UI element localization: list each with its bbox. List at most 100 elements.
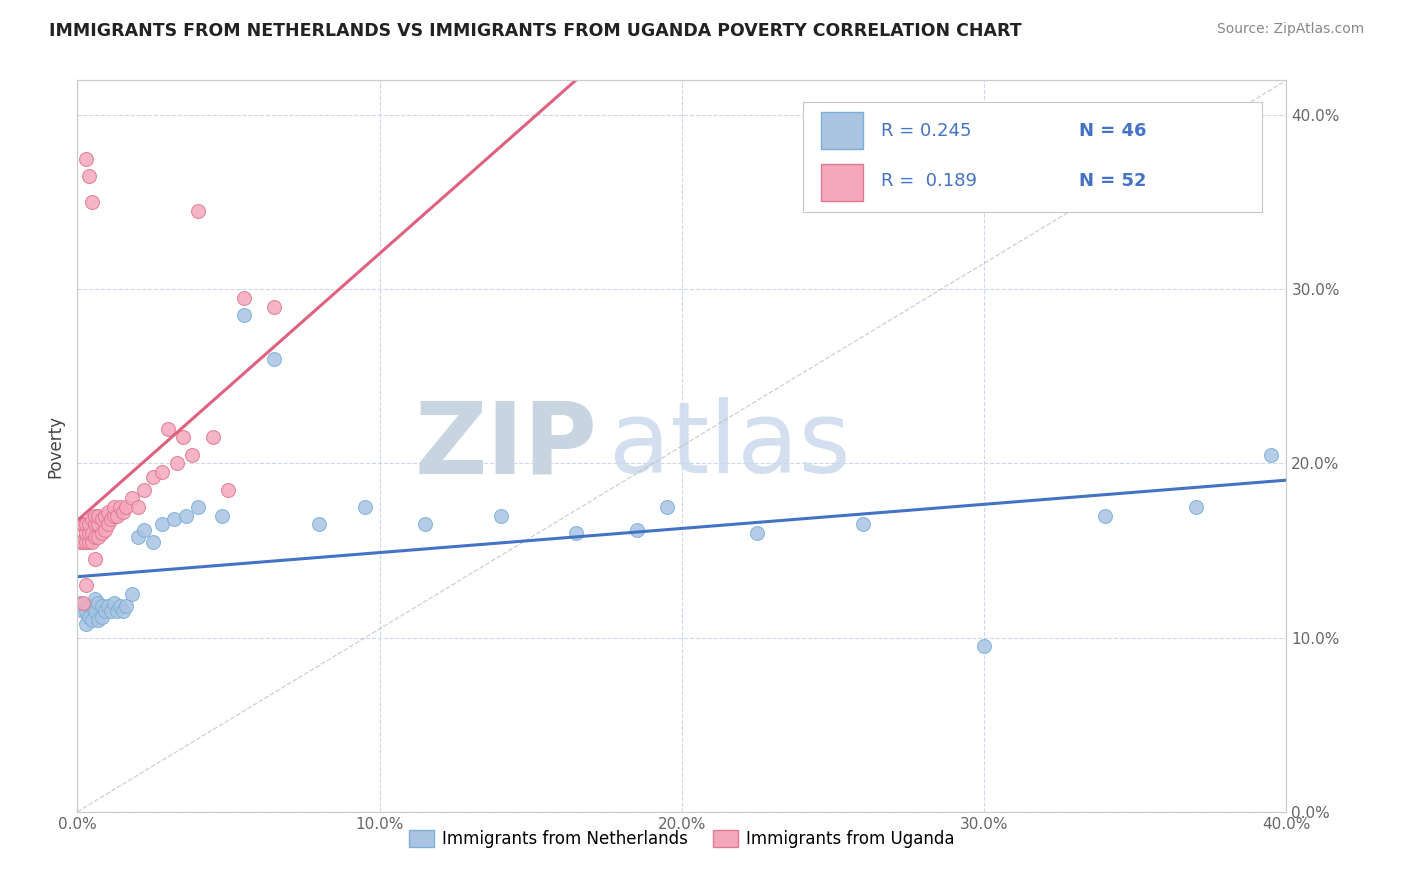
Point (132, 483, 155, 497)
Point (82, 512, 104, 526)
Point (150, 465, 173, 479)
Point (111, 505, 134, 519)
Point (93, 508, 115, 523)
Point (166, 457, 188, 471)
Point (75, 152, 97, 166)
Text: Source: ZipAtlas.com: Source: ZipAtlas.com (1216, 22, 1364, 37)
Point (84, 552, 107, 566)
Y-axis label: Poverty: Poverty (46, 415, 65, 477)
Point (72, 596, 94, 610)
Point (79, 609, 101, 624)
Point (75, 616, 97, 631)
Point (103, 596, 125, 610)
Point (100, 512, 122, 526)
Point (90, 609, 112, 624)
Point (82, 599, 104, 614)
Point (90, 526, 112, 541)
Point (132, 523, 155, 537)
Point (172, 430, 194, 444)
Point (87, 613, 110, 627)
Point (87, 530, 110, 544)
Point (1260, 448, 1282, 462)
Point (96, 505, 118, 519)
Point (108, 599, 131, 614)
Point (84, 592, 107, 607)
Point (69, 517, 91, 532)
Point (72, 534, 94, 549)
Point (90, 512, 112, 526)
Point (747, 526, 769, 541)
Point (69, 534, 91, 549)
Point (232, 291, 254, 305)
Point (852, 517, 875, 532)
Point (121, 491, 143, 506)
Point (93, 604, 115, 618)
Point (79, 526, 101, 541)
Point (84, 530, 107, 544)
Point (105, 604, 128, 618)
Point (181, 448, 204, 462)
Text: atlas: atlas (609, 398, 851, 494)
Legend: Immigrants from Netherlands, Immigrants from Uganda: Immigrants from Netherlands, Immigrants … (402, 823, 962, 855)
Point (69, 596, 91, 610)
Point (308, 517, 330, 532)
Point (105, 508, 128, 523)
Point (157, 421, 180, 435)
Point (142, 534, 165, 549)
Point (489, 508, 512, 523)
Point (93, 523, 115, 537)
Point (79, 599, 101, 614)
Point (84, 517, 107, 532)
Point (187, 203, 209, 218)
Point (100, 604, 122, 618)
Point (353, 500, 375, 514)
Point (111, 604, 134, 618)
Point (96, 599, 118, 614)
Point (121, 587, 143, 601)
Text: IMMIGRANTS FROM NETHERLANDS VS IMMIGRANTS FROM UGANDA POVERTY CORRELATION CHART: IMMIGRANTS FROM NETHERLANDS VS IMMIGRANT… (49, 22, 1022, 40)
Point (84, 508, 107, 523)
Point (127, 530, 149, 544)
Point (263, 300, 285, 314)
Point (87, 596, 110, 610)
Point (1184, 500, 1206, 514)
Point (75, 604, 97, 618)
Text: ZIP: ZIP (415, 398, 598, 494)
Point (1094, 508, 1116, 523)
Point (127, 500, 149, 514)
Point (232, 309, 254, 323)
Point (413, 517, 436, 532)
Point (79, 169, 101, 183)
Point (72, 517, 94, 532)
Point (82, 195, 104, 210)
Point (75, 578, 97, 592)
Point (114, 500, 136, 514)
Point (75, 517, 97, 532)
Point (202, 430, 225, 444)
Point (150, 517, 173, 532)
Point (174, 508, 197, 523)
Point (187, 500, 209, 514)
Point (87, 517, 110, 532)
Point (114, 599, 136, 614)
Point (973, 640, 995, 654)
Point (82, 613, 104, 627)
Point (87, 508, 110, 523)
Point (108, 500, 131, 514)
Point (626, 523, 648, 537)
Point (75, 534, 97, 549)
Point (565, 526, 588, 541)
Point (263, 351, 285, 366)
Point (96, 517, 118, 532)
Point (142, 470, 165, 484)
Point (218, 483, 240, 497)
Point (163, 512, 186, 526)
Point (72, 604, 94, 618)
Point (75, 526, 97, 541)
Point (90, 599, 112, 614)
Point (103, 508, 125, 523)
Point (79, 534, 101, 549)
Point (655, 500, 678, 514)
Point (82, 526, 104, 541)
Point (82, 534, 104, 549)
